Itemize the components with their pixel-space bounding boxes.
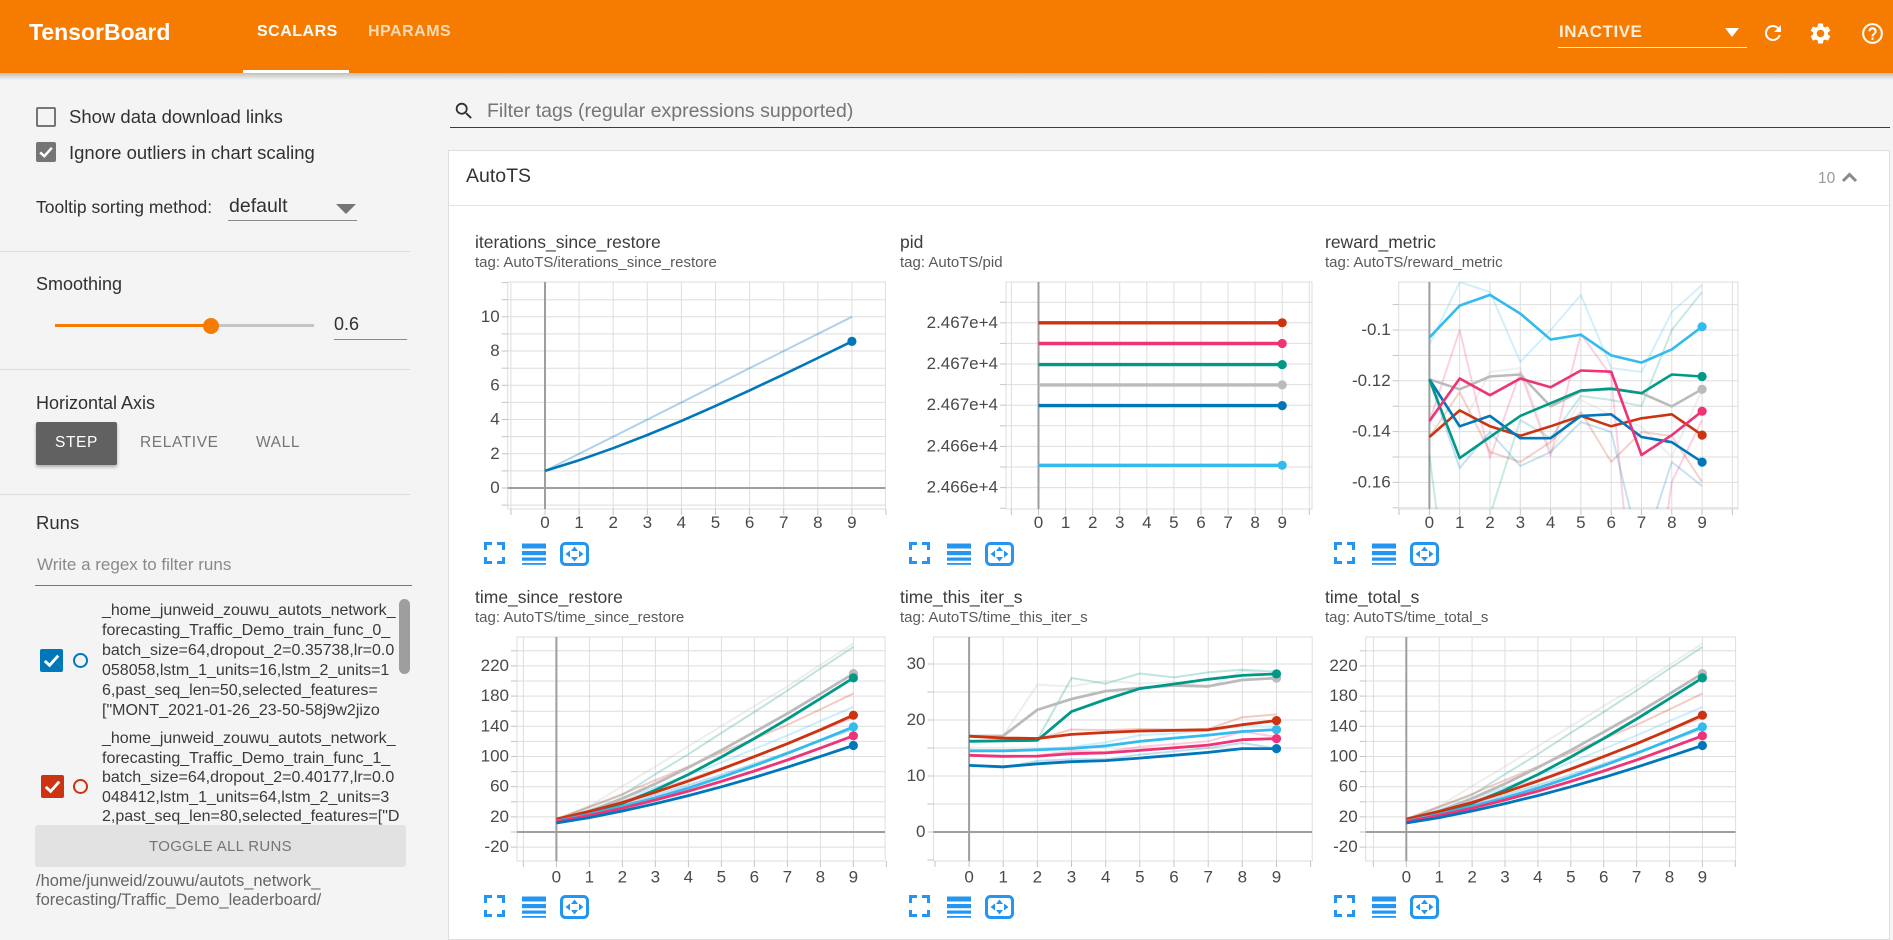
svg-text:0: 0 bbox=[916, 822, 925, 841]
svg-text:4: 4 bbox=[684, 868, 693, 887]
svg-text:3: 3 bbox=[643, 513, 652, 532]
svg-text:5: 5 bbox=[1566, 868, 1575, 887]
svg-text:1: 1 bbox=[1434, 868, 1443, 887]
svg-text:3: 3 bbox=[1500, 868, 1509, 887]
svg-text:60: 60 bbox=[490, 777, 509, 796]
svg-text:20: 20 bbox=[490, 807, 509, 826]
svg-text:4: 4 bbox=[1142, 513, 1151, 532]
svg-text:2.467e+4: 2.467e+4 bbox=[927, 354, 998, 373]
svg-text:100: 100 bbox=[1329, 747, 1357, 766]
svg-text:-0.1: -0.1 bbox=[1361, 320, 1390, 339]
svg-text:9: 9 bbox=[849, 868, 858, 887]
svg-text:7: 7 bbox=[779, 513, 788, 532]
svg-text:4: 4 bbox=[490, 410, 499, 429]
svg-text:2: 2 bbox=[1088, 513, 1097, 532]
svg-text:3: 3 bbox=[1516, 513, 1525, 532]
svg-text:140: 140 bbox=[1329, 716, 1357, 735]
svg-text:-20: -20 bbox=[1333, 837, 1358, 856]
svg-text:1: 1 bbox=[998, 868, 1007, 887]
svg-text:9: 9 bbox=[1698, 868, 1707, 887]
svg-text:8: 8 bbox=[1665, 868, 1674, 887]
svg-text:10: 10 bbox=[907, 766, 926, 785]
svg-text:8: 8 bbox=[813, 513, 822, 532]
svg-text:9: 9 bbox=[1272, 868, 1281, 887]
svg-text:7: 7 bbox=[1223, 513, 1232, 532]
svg-text:1: 1 bbox=[574, 513, 583, 532]
svg-text:8: 8 bbox=[1238, 868, 1247, 887]
svg-text:20: 20 bbox=[907, 710, 926, 729]
svg-text:1: 1 bbox=[1061, 513, 1070, 532]
svg-text:-20: -20 bbox=[484, 837, 509, 856]
svg-text:-0.16: -0.16 bbox=[1352, 472, 1391, 491]
svg-text:5: 5 bbox=[717, 868, 726, 887]
svg-text:4: 4 bbox=[1101, 868, 1110, 887]
svg-text:10: 10 bbox=[481, 307, 500, 326]
svg-text:180: 180 bbox=[481, 686, 509, 705]
svg-text:8: 8 bbox=[816, 868, 825, 887]
svg-text:2.466e+4: 2.466e+4 bbox=[927, 436, 998, 455]
svg-text:2: 2 bbox=[490, 444, 499, 463]
svg-text:6: 6 bbox=[1606, 513, 1615, 532]
svg-text:7: 7 bbox=[783, 868, 792, 887]
svg-text:140: 140 bbox=[481, 716, 509, 735]
svg-text:3: 3 bbox=[1067, 868, 1076, 887]
svg-text:6: 6 bbox=[1196, 513, 1205, 532]
svg-text:0: 0 bbox=[1402, 868, 1411, 887]
svg-text:0: 0 bbox=[552, 868, 561, 887]
svg-text:-0.12: -0.12 bbox=[1352, 371, 1391, 390]
svg-text:100: 100 bbox=[481, 747, 509, 766]
svg-text:7: 7 bbox=[1632, 868, 1641, 887]
svg-text:7: 7 bbox=[1637, 513, 1646, 532]
svg-text:6: 6 bbox=[750, 868, 759, 887]
svg-text:3: 3 bbox=[1115, 513, 1124, 532]
svg-text:6: 6 bbox=[745, 513, 754, 532]
svg-text:2.467e+4: 2.467e+4 bbox=[927, 313, 998, 332]
svg-text:7: 7 bbox=[1203, 868, 1212, 887]
svg-text:2: 2 bbox=[608, 513, 617, 532]
svg-text:6: 6 bbox=[1169, 868, 1178, 887]
svg-text:9: 9 bbox=[1697, 513, 1706, 532]
svg-text:30: 30 bbox=[907, 654, 926, 673]
svg-text:220: 220 bbox=[1329, 656, 1357, 675]
svg-text:2: 2 bbox=[1467, 868, 1476, 887]
svg-text:4: 4 bbox=[1546, 513, 1555, 532]
svg-text:2: 2 bbox=[618, 868, 627, 887]
svg-text:0: 0 bbox=[490, 478, 499, 497]
svg-text:8: 8 bbox=[490, 341, 499, 360]
svg-text:5: 5 bbox=[1576, 513, 1585, 532]
svg-text:8: 8 bbox=[1667, 513, 1676, 532]
svg-text:-0.14: -0.14 bbox=[1352, 422, 1391, 441]
svg-text:1: 1 bbox=[585, 868, 594, 887]
svg-text:8: 8 bbox=[1250, 513, 1259, 532]
svg-text:5: 5 bbox=[1135, 868, 1144, 887]
svg-text:5: 5 bbox=[1169, 513, 1178, 532]
svg-text:2.466e+4: 2.466e+4 bbox=[927, 478, 998, 497]
svg-text:60: 60 bbox=[1339, 777, 1358, 796]
svg-text:0: 0 bbox=[964, 868, 973, 887]
svg-text:5: 5 bbox=[711, 513, 720, 532]
svg-text:2: 2 bbox=[1033, 868, 1042, 887]
svg-text:4: 4 bbox=[1533, 868, 1542, 887]
svg-text:2: 2 bbox=[1485, 513, 1494, 532]
svg-text:6: 6 bbox=[490, 375, 499, 394]
svg-text:6: 6 bbox=[1599, 868, 1608, 887]
svg-text:180: 180 bbox=[1329, 686, 1357, 705]
svg-text:1: 1 bbox=[1455, 513, 1464, 532]
svg-text:9: 9 bbox=[847, 513, 856, 532]
svg-text:2.467e+4: 2.467e+4 bbox=[927, 395, 998, 414]
svg-text:3: 3 bbox=[651, 868, 660, 887]
svg-text:220: 220 bbox=[481, 656, 509, 675]
svg-text:0: 0 bbox=[1034, 513, 1043, 532]
svg-text:9: 9 bbox=[1277, 513, 1286, 532]
svg-text:20: 20 bbox=[1339, 807, 1358, 826]
svg-text:0: 0 bbox=[540, 513, 549, 532]
svg-text:4: 4 bbox=[677, 513, 686, 532]
svg-text:0: 0 bbox=[1425, 513, 1434, 532]
